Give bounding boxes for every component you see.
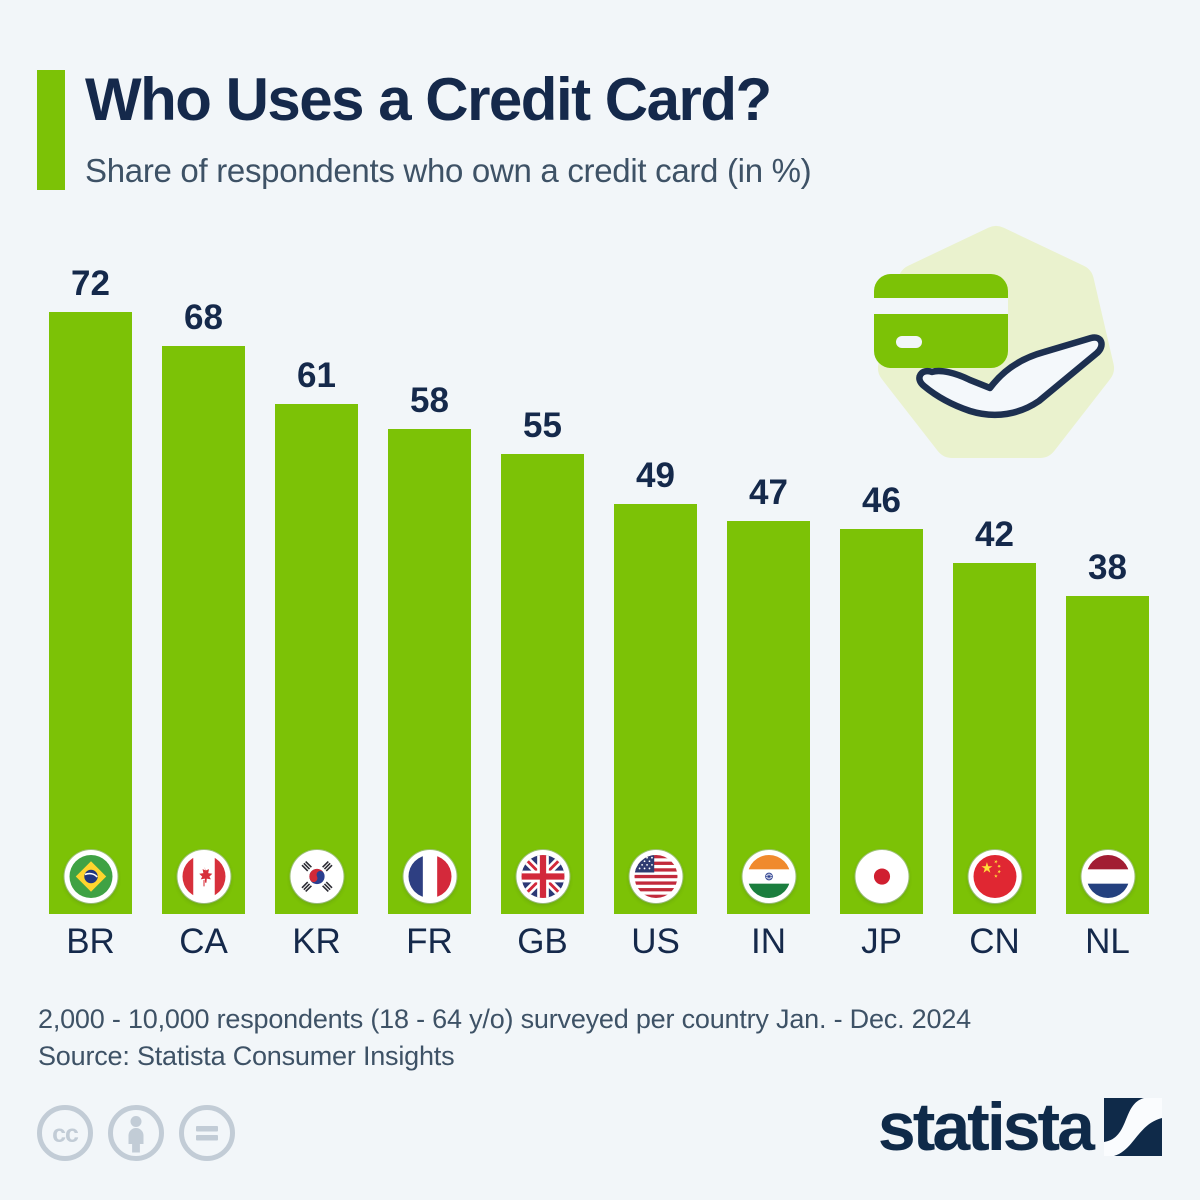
attribution-person-icon xyxy=(108,1105,164,1161)
value-label: 42 xyxy=(975,515,1014,554)
license-icons: cc xyxy=(36,1104,236,1162)
page-subtitle: Share of respondents who own a credit ca… xyxy=(85,152,812,189)
bar-column-ca: 68 CA xyxy=(162,298,245,961)
flag-in-icon xyxy=(742,850,795,903)
bar-column-gb: 55 GB xyxy=(501,406,584,961)
flag-ca-icon xyxy=(177,850,230,903)
cc-icon: cc xyxy=(37,1105,93,1161)
flag-nl-icon xyxy=(1081,850,1134,903)
value-label: 72 xyxy=(71,264,110,303)
country-code-label: IN xyxy=(751,922,786,961)
value-label: 68 xyxy=(184,298,223,337)
country-code-label: NL xyxy=(1085,922,1130,961)
value-label: 38 xyxy=(1088,548,1127,587)
credit-card-in-hand-icon xyxy=(874,226,1114,458)
flag-kr-icon xyxy=(290,850,343,903)
bar xyxy=(49,312,132,914)
page-title: Who Uses a Credit Card? xyxy=(85,66,772,133)
credit-card-icon xyxy=(874,274,1008,368)
value-label: 61 xyxy=(297,356,336,395)
svg-text:cc: cc xyxy=(52,1120,79,1148)
flag-cn-icon xyxy=(968,850,1021,903)
bar xyxy=(275,404,358,914)
bar xyxy=(727,521,810,914)
header: Who Uses a Credit Card? Share of respond… xyxy=(37,66,812,190)
statista-logo: statista xyxy=(877,1089,1162,1165)
value-label: 58 xyxy=(410,381,449,420)
country-code-label: BR xyxy=(66,922,115,961)
open-hand-icon xyxy=(916,334,1105,419)
source-line: Source: Statista Consumer Insights xyxy=(38,1041,455,1071)
bar xyxy=(953,563,1036,914)
title-accent-bar xyxy=(37,70,65,190)
bar-column-br: 72 BR xyxy=(49,264,132,961)
country-code-label: CA xyxy=(179,922,228,961)
flag-jp-icon xyxy=(855,850,908,903)
value-label: 49 xyxy=(636,456,675,495)
bar-column-kr: 61 KR xyxy=(275,356,358,961)
country-code-label: KR xyxy=(292,922,341,961)
bar-column-nl: 38 NL xyxy=(1066,548,1149,961)
bar-column-jp: 46 JP xyxy=(840,481,923,961)
bar-column-in: 47 IN xyxy=(727,473,810,961)
footnote: 2,000 - 10,000 respondents (18 - 64 y/o)… xyxy=(38,1001,971,1075)
no-derivatives-icon xyxy=(179,1105,235,1161)
value-label: 47 xyxy=(749,473,788,512)
bar-column-us: 49 US xyxy=(614,456,697,961)
bar xyxy=(614,504,697,914)
statista-logo-text: statista xyxy=(877,1089,1095,1165)
flag-br-icon xyxy=(64,850,117,903)
flag-fr-icon xyxy=(403,850,456,903)
survey-note: 2,000 - 10,000 respondents (18 - 64 y/o)… xyxy=(38,1004,971,1034)
country-code-label: FR xyxy=(406,922,453,961)
bar-chart: 72 BR 68 CA 61 KR 58 FR xyxy=(49,264,1149,961)
country-code-label: CN xyxy=(969,922,1020,961)
country-code-label: US xyxy=(631,922,680,961)
country-code-label: GB xyxy=(517,922,568,961)
bar-column-fr: 58 FR xyxy=(388,381,471,961)
bar xyxy=(1066,596,1149,914)
flag-us-icon xyxy=(629,850,682,903)
flag-gb-icon xyxy=(516,850,569,903)
bar xyxy=(501,454,584,914)
value-label: 46 xyxy=(862,481,901,520)
value-label: 55 xyxy=(523,406,562,445)
bar-column-cn: 42 CN xyxy=(953,515,1036,961)
statista-logo-mark xyxy=(1104,1098,1162,1156)
bar xyxy=(162,346,245,914)
country-code-label: JP xyxy=(861,922,902,961)
bar xyxy=(840,529,923,914)
bar xyxy=(388,429,471,914)
